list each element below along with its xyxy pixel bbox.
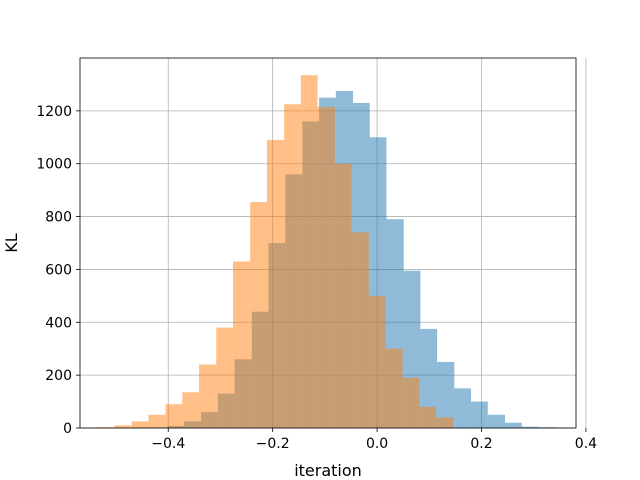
histogram-bar-series-1: [487, 414, 505, 428]
x-tick-label: −0.2: [256, 436, 290, 452]
y-tick-label: 400: [45, 315, 72, 331]
histogram-bar-series-2: [131, 421, 149, 428]
y-tick-label: 200: [45, 368, 72, 384]
histogram-bar-series-2: [250, 202, 267, 428]
histogram-bar-series-2: [216, 327, 233, 428]
axis-ticks: −0.4 −0.2 0.0 0.2 0.4 0 200 400 600 800 1000 1200: [36, 104, 597, 452]
histogram-bar-series-2: [351, 232, 369, 428]
histogram-bar-series-1: [437, 361, 455, 428]
histogram-bar-series-1: [420, 328, 438, 428]
histogram-bar-series-1: [454, 388, 472, 428]
histogram-bar-series-2: [232, 261, 251, 428]
histogram-bar-series-2: [402, 377, 420, 428]
x-tick-label: 0.0: [366, 436, 388, 452]
x-axis-label: iteration: [294, 461, 362, 480]
y-tick-label: 0: [63, 421, 72, 437]
y-tick-label: 800: [45, 210, 72, 226]
histogram-bar-series-1: [504, 422, 522, 428]
histogram-bar-series-2: [148, 414, 166, 428]
histogram-bar-series-2: [284, 104, 301, 428]
histogram-bar-series-2: [300, 75, 318, 428]
histogram-bar-series-2: [385, 348, 403, 428]
histogram-bar-series-2: [182, 392, 200, 428]
histogram-bar-series-2: [436, 417, 454, 428]
x-tick-label: 0.4: [575, 436, 597, 452]
histogram-bars: [97, 75, 573, 429]
histogram-bar-series-1: [521, 426, 539, 428]
y-tick-label: 600: [45, 262, 72, 278]
histogram-bar-series-2: [368, 295, 386, 428]
x-tick-label: −0.4: [151, 436, 185, 452]
histogram-bar-series-2: [165, 404, 183, 428]
histogram-bar-series-2: [317, 106, 335, 429]
y-tick-label: 1200: [36, 104, 72, 120]
histogram-bar-series-1: [471, 401, 488, 428]
y-axis-label: KL: [2, 233, 21, 252]
y-tick-label: 1000: [36, 157, 72, 173]
histogram-bar-series-2: [266, 139, 285, 428]
histogram-bar-series-2: [114, 425, 132, 428]
x-tick-label: 0.2: [470, 436, 492, 452]
histogram-bar-series-2: [199, 364, 217, 428]
histogram-bar-series-2: [419, 406, 437, 428]
histogram-bar-series-2: [334, 163, 352, 428]
plot-frame: [79, 57, 577, 429]
